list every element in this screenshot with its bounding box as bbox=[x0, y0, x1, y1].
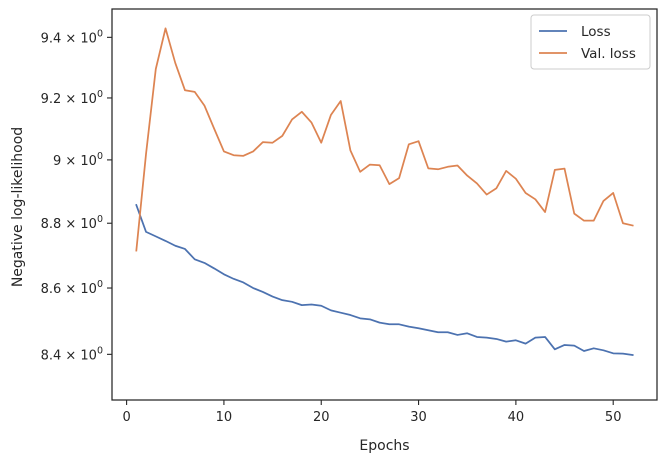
plot-frame bbox=[111, 8, 658, 401]
y-tick-label: 9 × 100 bbox=[53, 151, 103, 169]
y-axis-label: Negative log-likelihood bbox=[10, 127, 26, 287]
legend-label-loss: Loss bbox=[581, 24, 611, 40]
x-tick-label: 20 bbox=[313, 410, 330, 425]
x-tick-label: 30 bbox=[410, 410, 427, 425]
x-axis-label: Epochs bbox=[359, 438, 409, 454]
y-tick-label: 9.2 × 100 bbox=[41, 89, 103, 107]
legend-box bbox=[530, 14, 651, 70]
y-tick-label: 8.8 × 100 bbox=[41, 214, 103, 232]
x-tick-label: 50 bbox=[605, 410, 622, 425]
x-tick-label: 40 bbox=[508, 410, 525, 425]
y-tick-label: 9.4 × 100 bbox=[41, 28, 103, 46]
legend: Loss Val. loss bbox=[530, 14, 651, 70]
y-tick-label: 8.4 × 100 bbox=[41, 345, 103, 363]
y-tick-label: 8.6 × 100 bbox=[41, 279, 103, 297]
plot-area bbox=[112, 9, 657, 400]
x-tick-label: 0 bbox=[122, 410, 130, 425]
legend-label-val-loss: Val. loss bbox=[581, 46, 636, 62]
ticks-layer: 0 10 20 30 40 50 8.4 × 100 8.6 × 100 8.8 × 100 9 … bbox=[41, 28, 622, 425]
x-tick-label: 10 bbox=[216, 410, 233, 425]
series-line-val-loss bbox=[135, 27, 634, 252]
series-line-loss bbox=[135, 203, 634, 356]
series-layer bbox=[135, 27, 634, 356]
